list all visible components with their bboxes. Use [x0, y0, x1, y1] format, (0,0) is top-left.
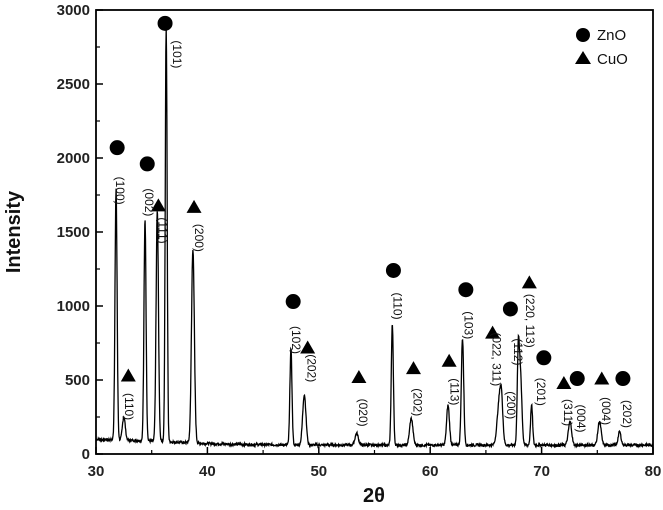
legend-zno-label: ZnO: [597, 27, 626, 44]
peak-hkl-label: (202): [620, 400, 634, 428]
peak-hkl-label: (112): [511, 338, 525, 365]
legend-cuo-marker-icon: [575, 51, 591, 64]
peak-hkl-label: (200): [192, 224, 206, 252]
x-tick-label: 50: [310, 463, 327, 480]
peak-hkl-label: (220, 113): [523, 294, 537, 348]
y-tick-label: 2000: [57, 150, 90, 167]
x-axis-title: 2θ: [363, 485, 385, 507]
x-tick-label: 40: [199, 463, 216, 480]
zno-peak-marker: [385, 262, 401, 278]
y-tick-label: 3000: [57, 2, 90, 19]
cuo-peak-marker: [300, 340, 316, 354]
peak-hkl-label: (102): [289, 326, 303, 354]
diffraction-pattern-line: [95, 27, 654, 449]
x-tick-label: 70: [533, 463, 550, 480]
x-tick-label: 60: [422, 463, 439, 480]
zno-peak-marker: [458, 282, 474, 298]
cuo-peak-marker: [485, 325, 501, 339]
zno-peak-marker: [615, 371, 631, 387]
peak-hkl-label: (311): [561, 399, 575, 426]
peak-hkl-label: (202): [305, 354, 319, 382]
cuo-peak-marker: [120, 368, 136, 382]
legend-zno-marker-icon: [576, 28, 590, 42]
y-tick-label: 1500: [57, 224, 90, 241]
zno-peak-marker: [502, 301, 518, 317]
peak-hkl-label: (004): [599, 397, 613, 425]
cuo-peak-marker: [594, 371, 610, 385]
phase-markers: [109, 15, 631, 389]
cuo-peak-marker: [186, 199, 202, 213]
zno-peak-marker: [536, 350, 552, 366]
y-axis-title: Intensity: [3, 190, 25, 273]
legend-cuo-label: CuO: [597, 51, 628, 68]
zno-peak-marker: [109, 140, 125, 156]
peak-labels: (100)(110)(002)(111)(101)(200)(102)(202)…: [113, 40, 634, 432]
y-tick-label: 0: [82, 446, 90, 463]
cuo-peak-marker: [556, 375, 572, 389]
cuo-peak-marker: [351, 370, 367, 384]
cuo-peak-marker: [441, 353, 457, 367]
y-axis: 0 500 1000 1500 2000 2500 3000: [57, 2, 103, 463]
x-axis: 30 40 50 60 70 80: [88, 447, 662, 480]
peak-hkl-label: (202): [411, 388, 425, 416]
y-tick-label: 500: [65, 372, 90, 389]
peak-hkl-label: (200): [504, 391, 518, 419]
zno-peak-marker: [285, 294, 301, 310]
y-tick-label: 2500: [57, 76, 90, 93]
peak-hkl-label: (110): [122, 393, 136, 420]
zno-peak-marker: [139, 156, 155, 172]
peak-hkl-label: (020): [356, 399, 370, 427]
peak-hkl-label: (100): [113, 177, 127, 205]
zno-peak-marker: [157, 15, 173, 31]
peak-hkl-label: (022, 311): [490, 332, 504, 386]
peak-hkl-label: (004): [574, 404, 588, 432]
peak-hkl-label: (111): [155, 217, 169, 243]
cuo-peak-marker: [405, 361, 421, 375]
y-tick-label: 1000: [57, 298, 90, 315]
peak-hkl-label: (110): [390, 292, 404, 319]
peak-hkl-label: (002): [142, 188, 156, 216]
x-tick-label: 30: [88, 463, 105, 480]
peak-hkl-label: (201): [534, 378, 548, 406]
peak-hkl-label: (103): [462, 311, 476, 339]
cuo-peak-marker: [521, 275, 537, 289]
peak-hkl-label: (101): [170, 40, 184, 68]
cuo-peak-marker: [150, 198, 166, 212]
peak-hkl-label: (113): [447, 378, 461, 405]
x-tick-label: 80: [645, 463, 662, 480]
zno-peak-marker: [569, 371, 585, 387]
legend: ZnO CuO: [575, 27, 628, 68]
